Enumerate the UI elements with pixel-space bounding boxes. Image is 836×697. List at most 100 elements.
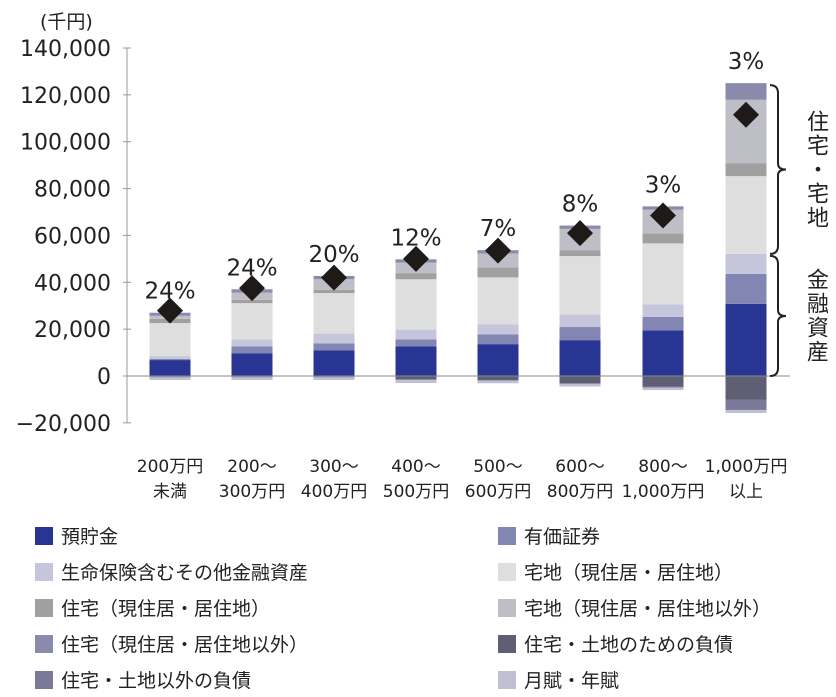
y-tick-label: 20,000 [34,318,111,343]
bar-segment [231,303,273,340]
bar-segment [559,376,601,384]
x-tick-label: 400万円 [301,482,367,502]
bar-segment [559,340,601,376]
bar-segment [642,316,684,331]
y-tick-label: 80,000 [34,178,111,203]
legend-item: 有価証券 [498,522,600,549]
legend-label: 生命保険含むその他金融資産 [61,562,309,584]
legend-item: 預貯金 [35,522,118,549]
bar-segment [477,334,519,345]
bar-segment [395,346,437,376]
bar-segment [477,379,519,381]
bar-segment [231,339,273,347]
bracket [769,254,787,377]
bar-segment [477,376,519,380]
x-tick-label: 1,000万円 [705,457,788,477]
y-tick-label: 120,000 [20,84,111,109]
legend-item: 住宅・土地以外の負債 [35,666,251,693]
bar-segment [642,376,684,387]
bar-segment [642,387,684,391]
x-tick-label: 800～ [638,457,687,477]
unit-label: (千円) [40,11,93,33]
x-tick-label: 1,000万円 [622,482,705,502]
y-tick-label: 60,000 [34,224,111,249]
bar-segment [313,333,355,344]
bar-segment [559,327,601,341]
bar-segment [395,329,437,340]
bar-percent-label: 20% [308,242,359,268]
bar-segment [725,409,767,414]
bar-segment [559,250,601,257]
bar-segment [149,358,191,361]
legend-item: 宅地（現住居・居住地以外） [498,594,771,621]
legend-item: 住宅（現住居・居住地以外） [35,630,308,657]
x-tick-label: 以上 [729,482,763,502]
legend-swatch [498,634,516,653]
bar-segment [725,273,767,304]
bar-segment [477,344,519,376]
bar-segment [313,350,355,376]
bar-segment [149,360,191,376]
bar-segment [231,346,273,354]
bar-segment [642,304,684,317]
legend-swatch [35,598,53,617]
legend-label: 宅地（現住居・居住地） [524,562,734,584]
bar-segment [313,377,355,380]
bar-segment [395,379,437,384]
legend-label: 預貯金 [61,526,119,548]
bar-segment [725,176,767,254]
legend-swatch [35,670,53,689]
bar-segment [477,380,519,384]
legend-label: 住宅（現住居・居住地） [61,598,271,620]
x-tick-label: 300万円 [219,482,285,502]
bar-percent-label: 3% [728,49,765,75]
x-tick-label: 600～ [555,457,604,477]
x-tick-label: 300～ [309,457,358,477]
bar-percent-label: 7% [480,216,517,242]
x-tick-label: 200万円 [137,457,203,477]
legend-label: 住宅（現住居・居住地以外） [61,634,309,656]
bar-segment [395,279,437,330]
bar-segment [395,273,437,280]
legend-swatch [498,598,516,617]
legend-label: 住宅・土地以外の負債 [61,670,252,692]
legend-swatch [498,526,516,545]
x-tick-label: 200～ [227,457,276,477]
bracket [769,84,787,255]
bar-segment [231,299,273,304]
bar-segment [642,386,684,388]
bar-segment [725,83,767,100]
x-tick-label: 500～ [473,457,522,477]
legend-swatch [498,562,516,581]
bar-segment [477,267,519,278]
bar-percent-label: 3% [645,172,682,198]
bar-segment [477,277,519,325]
bar-segment [231,376,273,378]
x-tick-label: 400～ [391,457,440,477]
diamond-marker [403,245,429,272]
bar-percent-label: 8% [562,192,599,218]
x-tick-label: 800万円 [547,482,613,502]
x-tick-label: 未満 [153,482,187,502]
y-tick-label: −20,000 [16,412,111,437]
bar-percent-label: 24% [226,255,277,281]
bar-segment [642,330,684,376]
bar-segment [149,323,191,357]
bar-segment [725,399,767,410]
bar-segment [149,356,191,359]
legend-item: 住宅・土地のための負債 [498,630,733,657]
bar-percent-label: 12% [390,225,441,251]
bar-segment [559,383,601,384]
diamond-marker [650,202,676,229]
legend-swatch [35,634,53,653]
legend-label: 住宅・土地のための負債 [524,634,734,656]
bar-segment [725,303,767,376]
legend-label: 月賦・年賦 [524,670,620,692]
bar-segment [313,289,355,294]
bar-segment [559,383,601,387]
bar-segment [725,376,767,400]
bar-segment [395,379,437,380]
bar-segment [313,343,355,351]
legend-item: 住宅（現住居・居住地） [35,594,270,621]
